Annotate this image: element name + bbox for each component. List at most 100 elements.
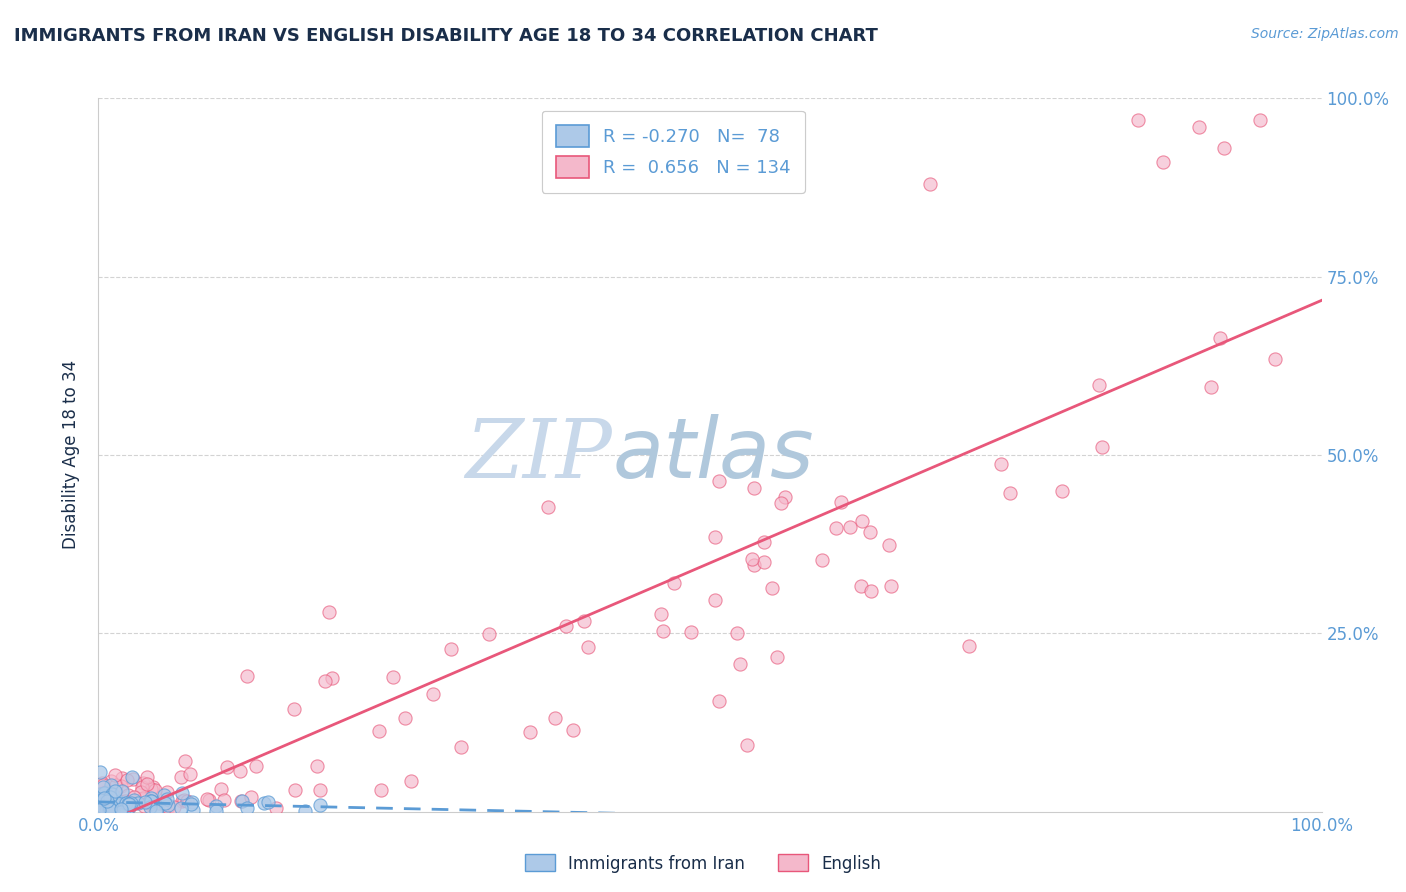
Point: [97, 802, 120, 816]
Point: [97, 803, 120, 817]
Point: [215, 759, 238, 773]
Point: [97, 797, 120, 812]
Point: [173, 754, 195, 768]
Point: [121, 772, 143, 787]
Point: [830, 494, 852, 508]
Point: [139, 797, 162, 811]
Point: [314, 674, 336, 689]
Point: [91, 800, 114, 814]
Legend: R = -0.270   N=  78, R =  0.656   N = 134: R = -0.270 N= 78, R = 0.656 N = 134: [541, 111, 806, 193]
Point: [117, 797, 139, 812]
Point: [112, 796, 135, 810]
Point: [920, 177, 942, 191]
Point: [163, 800, 186, 814]
Point: [89, 787, 111, 801]
Point: [838, 520, 860, 534]
Point: [1091, 440, 1114, 454]
Point: [118, 799, 141, 814]
Point: [294, 805, 316, 819]
Point: [122, 793, 145, 807]
Point: [93, 790, 115, 805]
Point: [103, 801, 125, 815]
Point: [111, 771, 134, 785]
Point: [1209, 331, 1232, 345]
Point: [770, 495, 793, 509]
Point: [94, 793, 117, 807]
Point: [110, 779, 132, 793]
Text: atlas: atlas: [612, 415, 814, 495]
Point: [96, 798, 118, 813]
Point: [136, 795, 159, 809]
Point: [742, 558, 765, 573]
Point: [107, 801, 129, 815]
Point: [100, 803, 122, 817]
Point: [181, 804, 204, 818]
Point: [824, 521, 846, 535]
Point: [264, 801, 287, 815]
Point: [132, 791, 155, 805]
Point: [115, 797, 138, 811]
Point: [170, 794, 193, 808]
Point: [1128, 112, 1150, 127]
Point: [100, 778, 122, 792]
Point: [114, 801, 136, 815]
Point: [104, 799, 127, 814]
Point: [93, 785, 115, 799]
Point: [122, 790, 145, 805]
Point: [394, 711, 416, 725]
Point: [537, 500, 560, 515]
Point: [93, 780, 115, 794]
Point: [321, 671, 343, 685]
Point: [307, 759, 329, 773]
Point: [368, 723, 391, 738]
Point: [94, 786, 117, 800]
Point: [117, 797, 139, 811]
Point: [104, 784, 127, 798]
Point: [212, 793, 235, 807]
Point: [849, 579, 872, 593]
Point: [131, 780, 153, 794]
Point: [754, 535, 776, 549]
Point: [231, 794, 253, 808]
Point: [725, 625, 748, 640]
Point: [562, 723, 585, 737]
Point: [101, 799, 124, 814]
Point: [93, 786, 115, 800]
Point: [145, 805, 167, 819]
Point: [97, 790, 120, 805]
Point: [283, 702, 305, 716]
Point: [87, 804, 110, 818]
Point: [111, 795, 134, 809]
Point: [155, 798, 177, 813]
Point: [100, 773, 122, 788]
Point: [197, 792, 219, 806]
Point: [308, 783, 330, 797]
Point: [89, 787, 111, 801]
Point: [153, 788, 176, 802]
Point: [1249, 112, 1271, 127]
Point: [679, 625, 702, 640]
Point: [89, 795, 111, 809]
Point: [1050, 484, 1073, 499]
Point: [134, 795, 156, 809]
Point: [93, 793, 115, 807]
Point: [401, 774, 423, 789]
Point: [422, 687, 444, 701]
Point: [382, 670, 405, 684]
Point: [766, 649, 789, 664]
Point: [370, 783, 392, 797]
Point: [170, 770, 193, 784]
Point: [101, 797, 124, 811]
Legend: Immigrants from Iran, English: Immigrants from Iran, English: [517, 847, 889, 880]
Point: [761, 581, 783, 595]
Point: [104, 801, 127, 815]
Point: [229, 764, 252, 779]
Point: [308, 798, 330, 813]
Point: [90, 776, 112, 790]
Point: [879, 538, 901, 552]
Point: [97, 803, 120, 817]
Point: [104, 796, 127, 810]
Point: [129, 785, 152, 799]
Point: [256, 795, 278, 809]
Point: [576, 640, 599, 655]
